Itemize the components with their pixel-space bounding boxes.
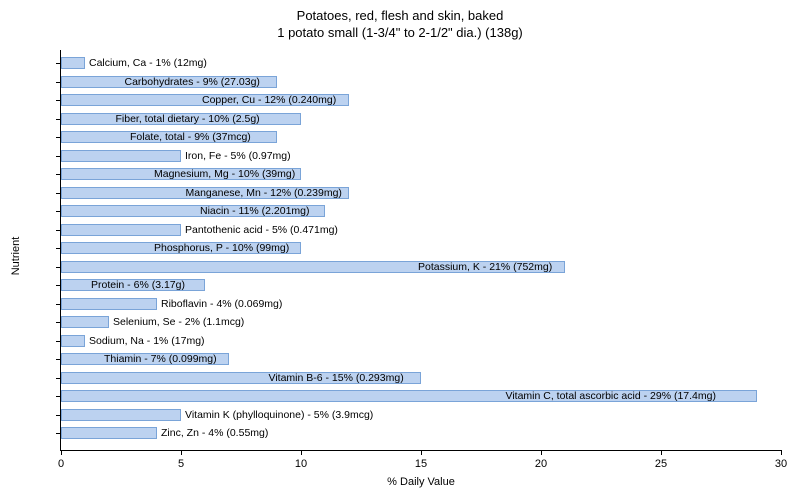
nutrient-bar-label: Carbohydrates - 9% (27.03g) xyxy=(125,75,260,89)
x-tick-label: 25 xyxy=(655,458,667,470)
nutrient-bar xyxy=(61,224,181,236)
nutrient-bar-label: Niacin - 11% (2.201mg) xyxy=(200,204,310,218)
bar-row: Folate, total - 9% (37mcg) xyxy=(61,130,781,144)
x-tick-label: 15 xyxy=(415,458,427,470)
nutrient-bar-label: Magnesium, Mg - 10% (39mg) xyxy=(154,167,295,181)
bar-row: Sodium, Na - 1% (17mg) xyxy=(61,334,781,348)
nutrient-bar-label: Manganese, Mn - 12% (0.239mg) xyxy=(186,186,342,200)
bar-row: Manganese, Mn - 12% (0.239mg) xyxy=(61,186,781,200)
x-tick xyxy=(61,450,62,455)
nutrient-bar-label: Phosphorus, P - 10% (99mg) xyxy=(154,241,289,255)
bar-row: Vitamin C, total ascorbic acid - 29% (17… xyxy=(61,389,781,403)
title-line-1: Potatoes, red, flesh and skin, baked xyxy=(0,8,800,25)
nutrient-bar xyxy=(61,150,181,162)
nutrient-bar-label: Calcium, Ca - 1% (12mg) xyxy=(89,56,207,70)
x-tick xyxy=(421,450,422,455)
nutrient-bar xyxy=(61,335,85,347)
bar-row: Phosphorus, P - 10% (99mg) xyxy=(61,241,781,255)
bar-row: Niacin - 11% (2.201mg) xyxy=(61,204,781,218)
nutrient-bar-label: Folate, total - 9% (37mcg) xyxy=(130,130,251,144)
bar-row: Copper, Cu - 12% (0.240mg) xyxy=(61,93,781,107)
nutrient-bar-label: Thiamin - 7% (0.099mg) xyxy=(104,352,217,366)
nutrient-bar-label: Vitamin B-6 - 15% (0.293mg) xyxy=(269,371,404,385)
nutrient-bar xyxy=(61,57,85,69)
x-tick-label: 20 xyxy=(535,458,547,470)
bar-row: Vitamin B-6 - 15% (0.293mg) xyxy=(61,371,781,385)
nutrient-bar-label: Iron, Fe - 5% (0.97mg) xyxy=(185,149,291,163)
nutrient-bar-label: Riboflavin - 4% (0.069mg) xyxy=(161,297,282,311)
bar-row: Thiamin - 7% (0.099mg) xyxy=(61,352,781,366)
nutrient-bar-label: Fiber, total dietary - 10% (2.5g) xyxy=(116,112,260,126)
bar-row: Calcium, Ca - 1% (12mg) xyxy=(61,56,781,70)
bar-row: Carbohydrates - 9% (27.03g) xyxy=(61,75,781,89)
x-tick xyxy=(541,450,542,455)
bar-row: Pantothenic acid - 5% (0.471mg) xyxy=(61,223,781,237)
x-tick-label: 30 xyxy=(775,458,787,470)
bar-row: Selenium, Se - 2% (1.1mcg) xyxy=(61,315,781,329)
nutrient-bar xyxy=(61,409,181,421)
chart-title: Potatoes, red, flesh and skin, baked 1 p… xyxy=(0,0,800,42)
nutrient-bar-label: Vitamin K (phylloquinone) - 5% (3.9mcg) xyxy=(185,408,373,422)
nutrient-bar xyxy=(61,298,157,310)
x-tick xyxy=(301,450,302,455)
x-tick xyxy=(181,450,182,455)
title-line-2: 1 potato small (1-3/4" to 2-1/2" dia.) (… xyxy=(0,25,800,42)
x-tick xyxy=(781,450,782,455)
nutrient-chart: Potatoes, red, flesh and skin, baked 1 p… xyxy=(0,0,800,500)
nutrient-bar-label: Copper, Cu - 12% (0.240mg) xyxy=(202,93,336,107)
nutrient-bar-label: Zinc, Zn - 4% (0.55mg) xyxy=(161,426,268,440)
nutrient-bar xyxy=(61,316,109,328)
bar-row: Riboflavin - 4% (0.069mg) xyxy=(61,297,781,311)
x-tick-label: 0 xyxy=(58,458,64,470)
bar-row: Vitamin K (phylloquinone) - 5% (3.9mcg) xyxy=(61,408,781,422)
nutrient-bar-label: Sodium, Na - 1% (17mg) xyxy=(89,334,205,348)
x-axis-title: % Daily Value xyxy=(387,476,455,488)
x-tick-label: 5 xyxy=(178,458,184,470)
x-tick xyxy=(661,450,662,455)
bar-row: Fiber, total dietary - 10% (2.5g) xyxy=(61,112,781,126)
x-tick-label: 10 xyxy=(295,458,307,470)
nutrient-bar-label: Vitamin C, total ascorbic acid - 29% (17… xyxy=(506,389,716,403)
bar-row: Zinc, Zn - 4% (0.55mg) xyxy=(61,426,781,440)
nutrient-bar-label: Protein - 6% (3.17g) xyxy=(91,278,185,292)
nutrient-bar-label: Potassium, K - 21% (752mg) xyxy=(418,260,552,274)
y-axis-title: Nutrient xyxy=(10,237,22,276)
nutrient-bar xyxy=(61,427,157,439)
bar-row: Magnesium, Mg - 10% (39mg) xyxy=(61,167,781,181)
bar-row: Protein - 6% (3.17g) xyxy=(61,278,781,292)
nutrient-bar-label: Selenium, Se - 2% (1.1mcg) xyxy=(113,315,244,329)
bar-row: Iron, Fe - 5% (0.97mg) xyxy=(61,149,781,163)
plot-area: Nutrient % Daily Value 051015202530Calci… xyxy=(60,50,781,451)
bar-row: Potassium, K - 21% (752mg) xyxy=(61,260,781,274)
nutrient-bar-label: Pantothenic acid - 5% (0.471mg) xyxy=(185,223,338,237)
